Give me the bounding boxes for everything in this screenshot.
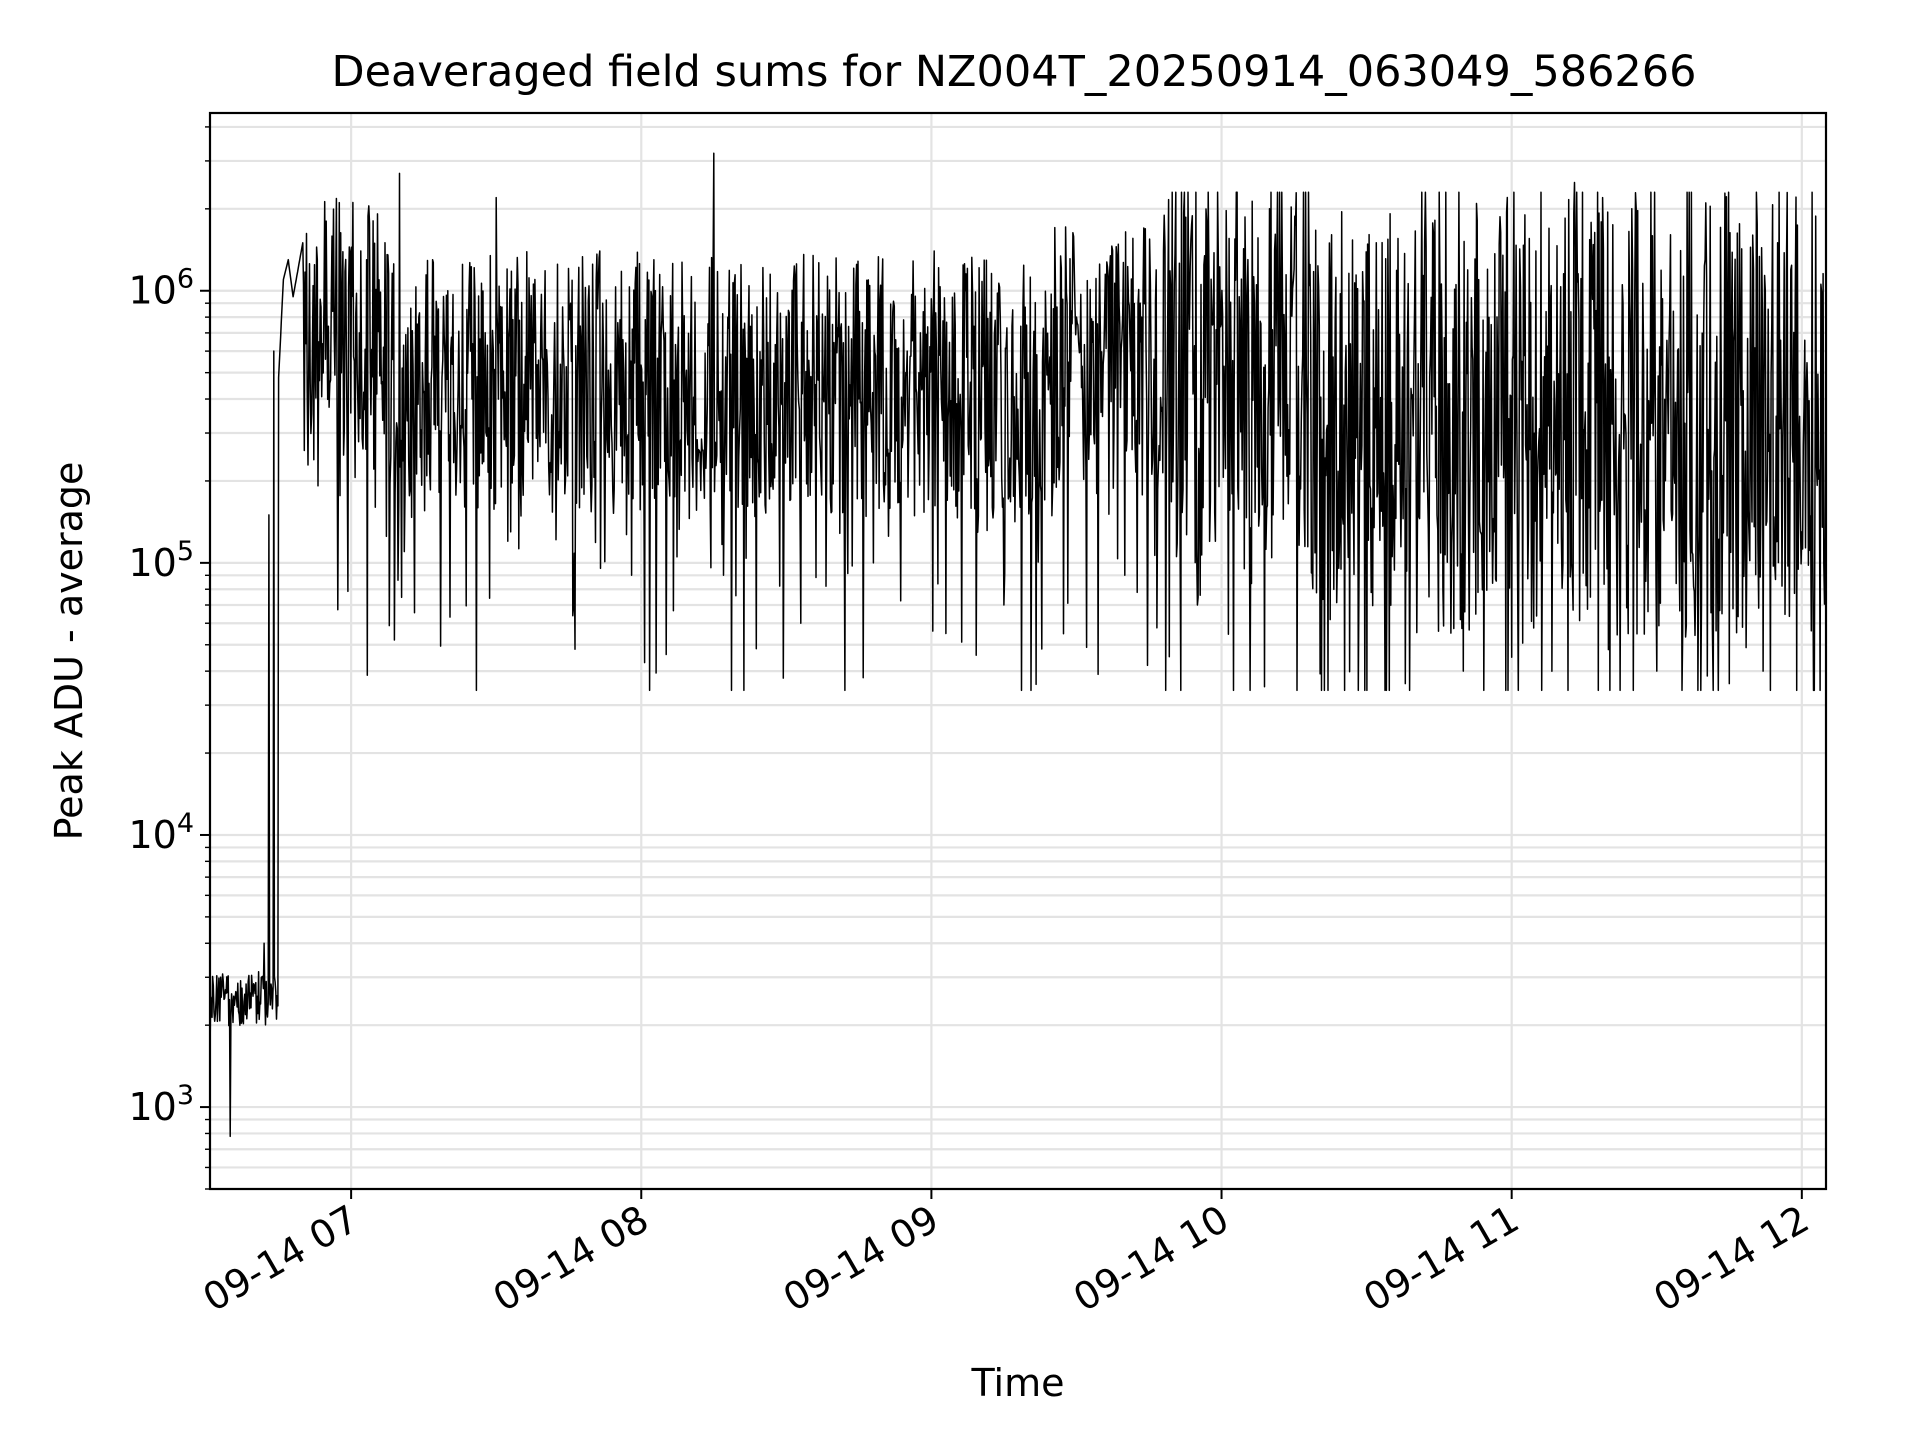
- grid-lines: [210, 113, 1826, 1191]
- chart-title: Deaveraged field sums for NZ004T_2025091…: [331, 47, 1696, 97]
- y-tick-exponent: 3: [177, 1080, 194, 1111]
- x-tick-label: 09-14 10: [1066, 1197, 1236, 1321]
- x-axis-label: Time: [971, 1361, 1065, 1405]
- y-tick-label: 106: [128, 264, 194, 313]
- x-tick-label: 09-14 09: [776, 1197, 946, 1321]
- y-tick-label: 104: [128, 808, 194, 857]
- x-tick-label: 09-14 08: [486, 1197, 656, 1321]
- y-tick-base: 10: [128, 813, 176, 857]
- y-axis-label: Peak ADU - average: [47, 462, 91, 841]
- x-tick-label: 09-14 11: [1356, 1197, 1526, 1321]
- y-tick-exponent: 6: [177, 264, 194, 295]
- x-tick-label: 09-14 12: [1646, 1197, 1816, 1321]
- y-tick-label: 105: [128, 536, 194, 585]
- y-tick-base: 10: [128, 541, 176, 585]
- y-tick-exponent: 5: [177, 536, 194, 567]
- x-axis-ticks: 09-14 07 09-14 08 09-14 09 09-14 10 09-14 11…: [196, 1189, 1816, 1321]
- y-tick-base: 10: [128, 1085, 176, 1129]
- y-tick-label: 103: [128, 1080, 194, 1129]
- x-tick-label: 09-14 07: [196, 1197, 366, 1321]
- y-tick-base: 10: [128, 269, 176, 313]
- plot-area-frame: [208, 111, 1828, 1191]
- y-tick-exponent: 4: [177, 808, 194, 839]
- series-line: [209, 152, 1827, 1138]
- series-layer: [209, 152, 1827, 1138]
